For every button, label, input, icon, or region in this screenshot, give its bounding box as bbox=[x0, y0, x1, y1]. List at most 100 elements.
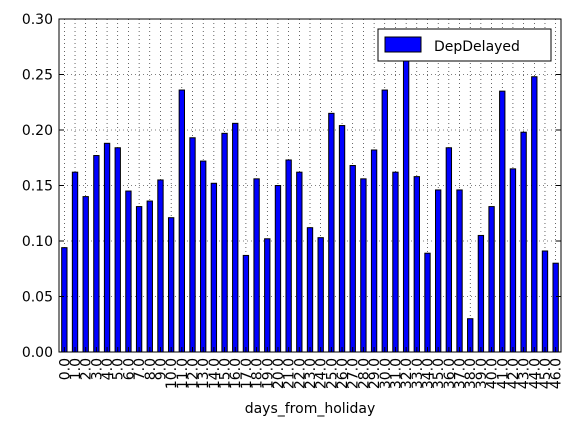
bar-13.0 bbox=[200, 160, 207, 353]
x-tick-label: 17.0 bbox=[239, 358, 255, 389]
y-tick-label: 0.05 bbox=[22, 290, 53, 306]
bar-46.0 bbox=[552, 262, 559, 353]
bar-29.0 bbox=[370, 149, 378, 353]
bar-27.0 bbox=[349, 165, 356, 353]
bar-4.0 bbox=[103, 142, 111, 353]
x-tick-label: 36.0 bbox=[442, 358, 458, 389]
x-tick-label: 9.0 bbox=[153, 358, 169, 380]
bar-33.0 bbox=[413, 176, 420, 353]
legend: DepDelayed bbox=[377, 28, 552, 62]
bar-26.0 bbox=[338, 125, 346, 353]
bar-12.0 bbox=[189, 137, 196, 353]
y-tick-label: 0.20 bbox=[22, 123, 53, 139]
y-tick-label: 0.25 bbox=[22, 68, 53, 84]
bar-10.0 bbox=[167, 217, 175, 353]
bar-21.0 bbox=[285, 159, 292, 353]
bar-9.0 bbox=[157, 179, 164, 353]
x-tick-label: 38.0 bbox=[463, 358, 479, 389]
bar-39.0 bbox=[477, 234, 485, 353]
x-tick-label: 27.0 bbox=[346, 358, 362, 389]
x-tick-label: 19.0 bbox=[260, 358, 276, 389]
bar-24.0 bbox=[317, 237, 324, 353]
x-tick-label: 45.0 bbox=[538, 358, 554, 389]
bar-44.0 bbox=[531, 76, 538, 353]
bar-2.0 bbox=[82, 196, 89, 353]
bar-16.0 bbox=[232, 122, 239, 353]
x-tick-label: 40.0 bbox=[485, 358, 501, 389]
x-tick-label: 1.0 bbox=[68, 358, 84, 380]
bar-42.0 bbox=[509, 168, 517, 353]
x-tick-label: 32.0 bbox=[399, 358, 415, 389]
bar-18.0 bbox=[253, 178, 260, 353]
x-tick-label: 33.0 bbox=[410, 358, 426, 389]
x-axis: 0.01.02.03.04.05.06.07.08.09.010.011.012… bbox=[57, 347, 565, 389]
x-tick-label: 44.0 bbox=[527, 358, 543, 389]
legend-label-depdelayed: DepDelayed bbox=[434, 39, 520, 55]
bar-6.0 bbox=[125, 190, 132, 353]
x-tick-label: 13.0 bbox=[196, 358, 212, 389]
x-tick-label: 14.0 bbox=[207, 358, 223, 389]
x-tick-label: 29.0 bbox=[367, 358, 383, 389]
bar-7.0 bbox=[135, 206, 143, 353]
bars bbox=[61, 54, 559, 353]
bar-30.0 bbox=[381, 89, 388, 353]
bar-32.0 bbox=[402, 54, 410, 353]
x-tick-label: 11.0 bbox=[175, 358, 191, 389]
legend-swatch bbox=[384, 36, 422, 53]
x-tick-label: 34.0 bbox=[420, 358, 436, 389]
x-tick-label: 16.0 bbox=[228, 358, 244, 389]
bar-19.0 bbox=[264, 238, 271, 353]
bar-31.0 bbox=[392, 171, 399, 353]
bar-0.0 bbox=[61, 247, 68, 353]
bar-5.0 bbox=[114, 147, 121, 353]
x-tick-label: 3.0 bbox=[89, 358, 105, 380]
x-tick-label: 39.0 bbox=[474, 358, 490, 389]
bar-28.0 bbox=[360, 178, 367, 353]
x-tick-label: 5.0 bbox=[111, 358, 127, 380]
bar-3.0 bbox=[93, 155, 100, 353]
x-tick-label: 8.0 bbox=[143, 358, 159, 380]
bar-37.0 bbox=[456, 189, 463, 353]
y-tick-label: 0.15 bbox=[22, 179, 53, 195]
bar-20.0 bbox=[274, 185, 282, 353]
bar-41.0 bbox=[499, 90, 506, 353]
bar-23.0 bbox=[306, 227, 314, 353]
bar-40.0 bbox=[488, 206, 495, 353]
x-tick-label: 0.0 bbox=[57, 358, 73, 380]
x-tick-label: 41.0 bbox=[495, 358, 511, 389]
bar-45.0 bbox=[541, 250, 549, 353]
bar-17.0 bbox=[242, 254, 250, 353]
x-tick-label: 46.0 bbox=[549, 358, 565, 389]
x-tick-label: 7.0 bbox=[132, 358, 148, 380]
bar-11.0 bbox=[178, 89, 186, 353]
x-tick-label: 30.0 bbox=[378, 358, 394, 389]
x-tick-label: 35.0 bbox=[431, 358, 447, 389]
x-tick-label: 42.0 bbox=[506, 358, 522, 389]
x-tick-label: 4.0 bbox=[100, 358, 116, 380]
bar-43.0 bbox=[520, 131, 527, 353]
x-tick-label: 12.0 bbox=[186, 358, 202, 389]
x-tick-label: 10.0 bbox=[164, 358, 180, 389]
bar-36.0 bbox=[445, 147, 453, 353]
bar-22.0 bbox=[296, 171, 303, 353]
x-tick-label: 18.0 bbox=[250, 358, 266, 389]
y-tick-label: 0.00 bbox=[22, 345, 53, 361]
x-tick-label: 22.0 bbox=[292, 358, 308, 389]
x-tick-label: 31.0 bbox=[388, 358, 404, 389]
x-tick-label: 6.0 bbox=[121, 358, 137, 380]
bar-1.0 bbox=[71, 171, 79, 353]
bar-25.0 bbox=[328, 112, 335, 353]
x-tick-label: 28.0 bbox=[356, 358, 372, 389]
y-tick-label: 0.10 bbox=[22, 234, 53, 250]
x-tick-label: 2.0 bbox=[79, 358, 95, 380]
bar-35.0 bbox=[435, 189, 442, 353]
x-tick-label: 23.0 bbox=[303, 358, 319, 389]
x-tick-label: 37.0 bbox=[453, 358, 469, 389]
y-tick-label: 0.30 bbox=[22, 12, 53, 28]
x-tick-label: 21.0 bbox=[282, 358, 298, 389]
x-tick-label: 15.0 bbox=[218, 358, 234, 389]
x-tick-label: 43.0 bbox=[517, 358, 533, 389]
bar-34.0 bbox=[424, 252, 431, 353]
x-axis-label: days_from_holiday bbox=[245, 401, 376, 417]
